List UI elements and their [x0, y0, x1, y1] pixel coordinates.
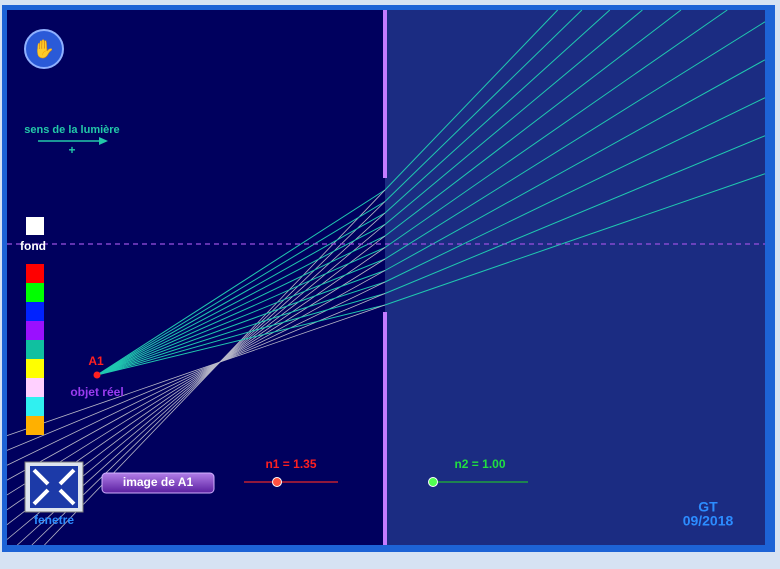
virtual-ray — [31, 201, 386, 546]
background-label: fond — [20, 239, 46, 253]
image-button[interactable] — [101, 472, 215, 494]
color-swatch[interactable] — [26, 340, 44, 359]
refracted-ray — [384, 59, 766, 271]
window-label: fenetre — [34, 513, 74, 527]
incident-ray — [96, 304, 386, 376]
color-swatch[interactable] — [26, 378, 44, 397]
n1-slider-handle[interactable] — [272, 477, 282, 487]
virtual-ray — [6, 258, 386, 496]
direction-sign: + — [68, 143, 75, 157]
refracted-ray — [384, 9, 583, 202]
n2-label: n2 = 1.00 — [454, 457, 505, 471]
diopter-upper — [383, 10, 387, 178]
incident-ray — [96, 235, 386, 376]
incident-ray — [96, 247, 386, 376]
color-swatch[interactable] — [26, 264, 44, 283]
author: GT — [698, 499, 718, 515]
incident-ray — [96, 281, 386, 376]
refracted-ray — [384, 9, 559, 191]
refracted-ray — [384, 9, 728, 248]
incident-ray — [96, 189, 386, 376]
background-swatch[interactable] — [26, 217, 44, 235]
color-swatches — [26, 264, 44, 435]
window-arrows — [32, 468, 76, 506]
rays — [6, 9, 766, 546]
color-swatch[interactable] — [26, 283, 44, 302]
refracted-ray — [384, 21, 766, 260]
incident-ray — [96, 293, 386, 376]
refracted-ray — [384, 135, 766, 294]
direction-label: sens de la lumière — [24, 124, 119, 136]
color-swatch[interactable] — [26, 302, 44, 321]
color-swatch[interactable] — [26, 321, 44, 340]
move-tool[interactable] — [24, 29, 64, 69]
incident-ray — [96, 270, 386, 376]
object-point[interactable] — [93, 371, 101, 379]
hand-icon: ✋ — [33, 38, 55, 59]
virtual-ray — [6, 270, 386, 481]
date: 09/2018 — [683, 513, 734, 529]
image-button-label: image de A1 — [123, 475, 194, 489]
refracted-ray — [384, 97, 766, 283]
color-swatch[interactable] — [26, 416, 44, 435]
diopter-lower — [383, 312, 387, 545]
incident-ray — [96, 224, 386, 376]
incident-ray — [96, 212, 386, 376]
color-swatch[interactable] — [26, 359, 44, 378]
incident-ray — [96, 201, 386, 376]
color-swatch[interactable] — [26, 397, 44, 416]
refracted-ray — [384, 173, 766, 306]
n1-label: n1 = 1.35 — [265, 457, 316, 471]
refracted-ray — [384, 9, 643, 225]
object-name: A1 — [88, 354, 104, 368]
virtual-ray — [6, 293, 386, 451]
refracted-ray — [384, 9, 611, 214]
virtual-ray — [6, 281, 386, 466]
arrow-head — [99, 137, 108, 145]
virtual-ray — [6, 304, 386, 436]
object-type: objet réel — [70, 385, 123, 399]
refracted-ray — [384, 9, 682, 237]
n2-slider-handle[interactable] — [428, 477, 438, 487]
incident-ray — [96, 258, 386, 376]
medium-2 — [385, 10, 765, 545]
